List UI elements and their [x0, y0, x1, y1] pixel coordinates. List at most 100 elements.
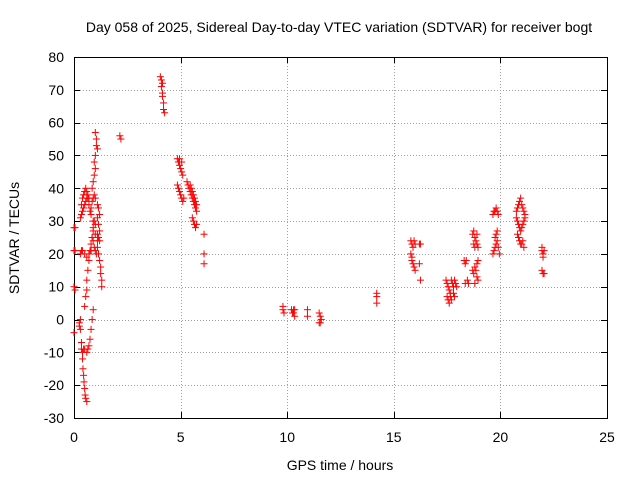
data-point — [192, 197, 200, 205]
data-point — [95, 234, 103, 241]
data-point — [93, 243, 101, 251]
data-point — [71, 224, 79, 232]
y-tick-label: -10 — [44, 344, 64, 360]
data-point — [447, 296, 455, 304]
data-point — [160, 99, 168, 107]
data-point — [303, 312, 311, 320]
data-point — [88, 184, 96, 192]
data-point — [82, 184, 90, 192]
data-point — [193, 220, 201, 228]
data-point — [470, 227, 478, 235]
data-point — [157, 83, 165, 91]
data-point — [80, 191, 88, 199]
data-point — [116, 132, 124, 140]
tick-labels: 0 5 10 15 20 25 -30 -20 -10 0 10 20 30 40 50 60 70 80 — [44, 49, 615, 445]
data-point — [81, 302, 89, 310]
data-point — [315, 309, 323, 317]
data-point — [161, 109, 169, 117]
data-point — [93, 230, 101, 238]
data-point — [93, 201, 101, 209]
x-tick-label: 20 — [493, 429, 509, 445]
data-point — [464, 279, 472, 287]
y-tick-label: 10 — [48, 279, 64, 295]
data-point — [189, 217, 197, 225]
data-point — [90, 191, 98, 199]
data-point — [76, 316, 84, 324]
data-point — [200, 230, 208, 238]
data-point — [491, 234, 499, 241]
data-point — [158, 92, 166, 100]
data-point — [473, 230, 481, 238]
data-point — [189, 191, 197, 199]
data-point — [83, 276, 91, 284]
data-point — [80, 378, 88, 386]
data-point — [90, 171, 98, 179]
data-point — [87, 211, 95, 219]
data-point — [81, 384, 89, 392]
data-point — [540, 247, 548, 255]
data-point — [91, 151, 99, 159]
data-point — [539, 253, 547, 261]
y-tick-label: 20 — [48, 246, 64, 262]
data-point — [519, 204, 527, 212]
data-point — [521, 214, 529, 222]
x-tick-label: 0 — [70, 429, 78, 445]
data-point — [451, 276, 459, 284]
data-point — [290, 309, 298, 317]
data-point — [96, 237, 104, 245]
data-point — [474, 256, 482, 264]
data-point — [77, 339, 85, 347]
data-point — [291, 312, 299, 320]
y-tick-label: 70 — [48, 82, 64, 98]
data-point — [410, 237, 418, 245]
data-point — [79, 355, 87, 363]
data-point — [316, 319, 324, 327]
data-point — [91, 128, 99, 136]
y-tick-label: -20 — [44, 377, 64, 393]
data-point — [173, 181, 181, 189]
data-point — [193, 201, 201, 209]
data-point — [517, 194, 525, 202]
plot-frame — [74, 57, 608, 419]
data-point — [95, 204, 103, 212]
data-point — [84, 266, 92, 274]
x-axis-label: GPS time / hours — [287, 457, 394, 473]
y-tick-label: 40 — [48, 180, 64, 196]
data-point — [471, 279, 479, 287]
data-point — [177, 165, 185, 173]
data-point — [77, 211, 85, 219]
data-point — [176, 188, 184, 196]
x-tick-label: 25 — [599, 429, 615, 445]
data-point — [98, 283, 106, 291]
data-point — [518, 224, 526, 232]
data-point — [75, 322, 83, 330]
data-point — [83, 398, 91, 406]
data-point — [411, 266, 419, 274]
data-point — [83, 286, 91, 294]
data-point — [188, 188, 196, 196]
data-point — [176, 155, 184, 163]
data-point — [178, 168, 186, 176]
data-point — [90, 158, 98, 166]
data-point — [174, 184, 182, 192]
data-point — [494, 211, 502, 219]
data-point — [188, 214, 196, 222]
data-point — [512, 214, 520, 222]
data-point — [495, 250, 503, 258]
data-point — [461, 260, 469, 268]
data-point — [81, 391, 89, 399]
data-point — [453, 283, 461, 291]
data-point — [85, 342, 93, 350]
y-tick-label: 60 — [48, 115, 64, 131]
data-point — [88, 197, 96, 205]
data-point — [87, 204, 95, 212]
data-point — [512, 207, 520, 215]
data-point — [79, 365, 87, 373]
data-point — [84, 345, 92, 353]
data-point — [473, 273, 481, 281]
data-point — [520, 207, 528, 215]
data-point — [92, 142, 100, 150]
data-point — [494, 243, 502, 251]
data-point — [192, 204, 200, 212]
data-point — [515, 234, 523, 241]
